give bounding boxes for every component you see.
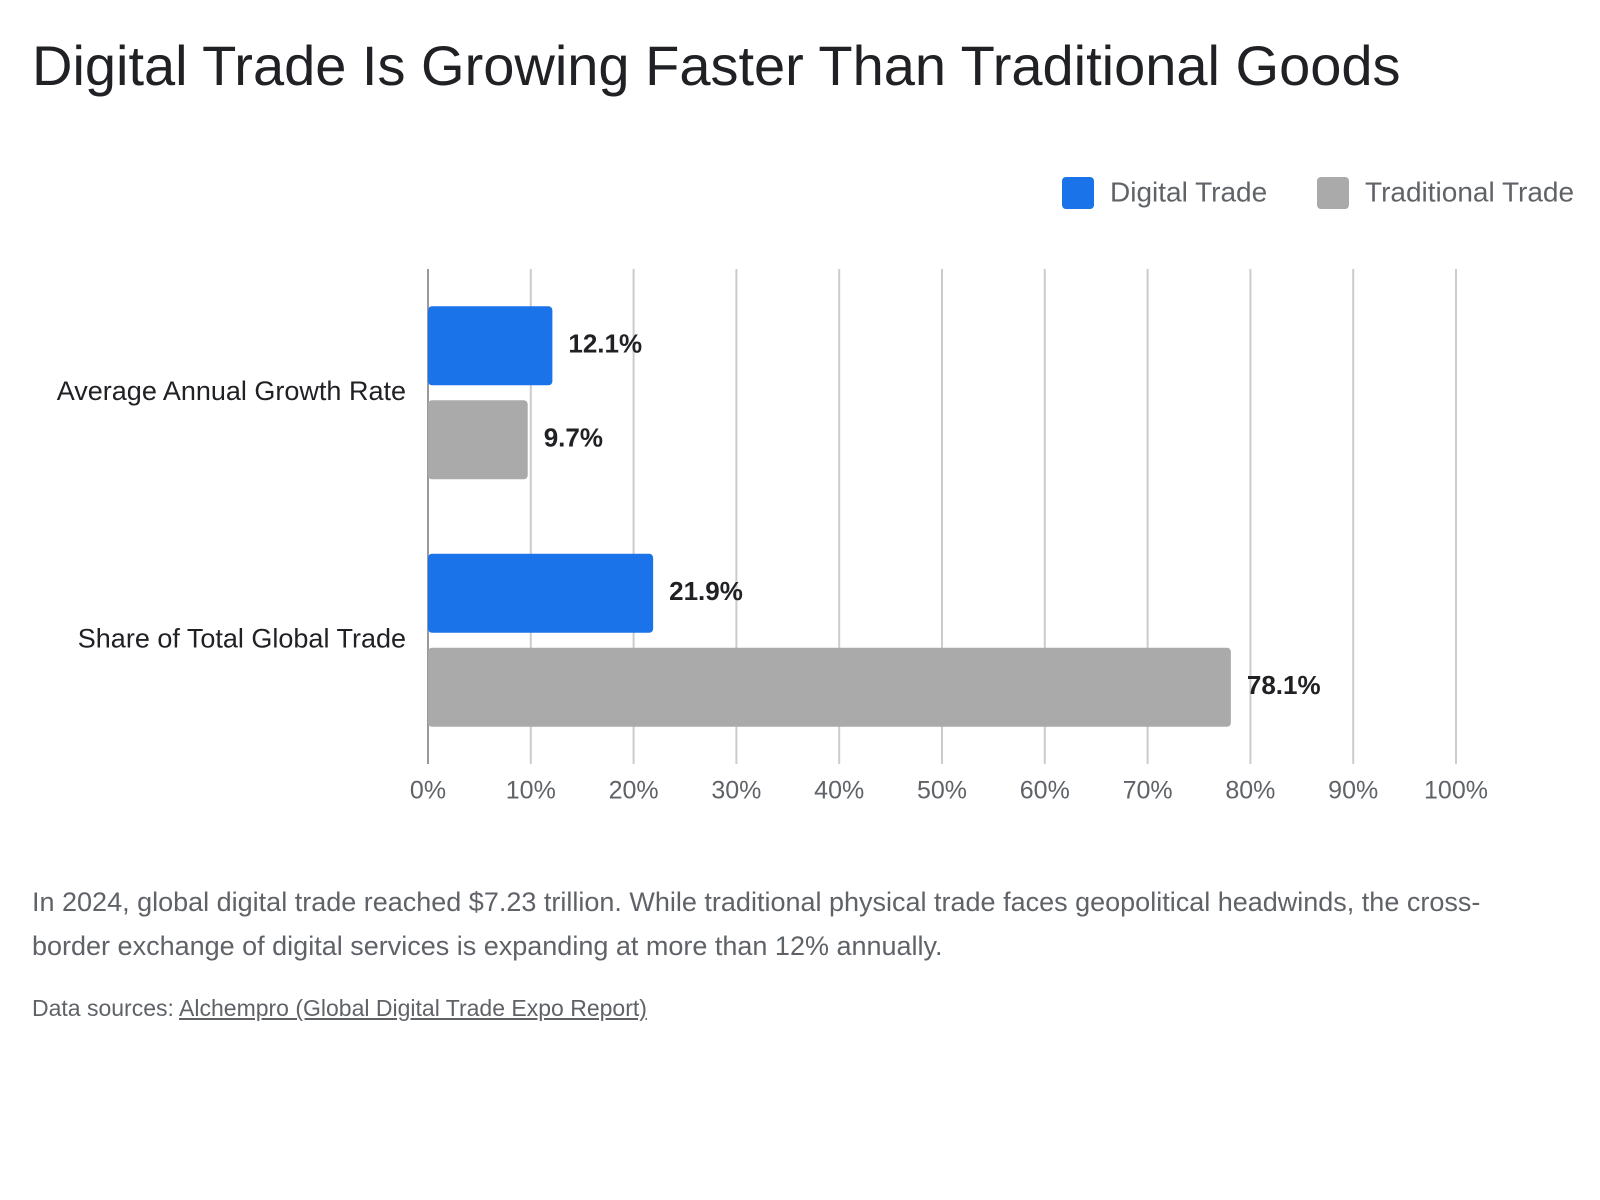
value-label: 78.1% — [1247, 670, 1321, 700]
bar — [428, 647, 1231, 727]
x-tick-label: 90% — [1328, 777, 1378, 805]
x-tick-label: 70% — [1123, 777, 1173, 805]
description: In 2024, global digital trade reached $7… — [32, 887, 1481, 961]
bar — [428, 306, 553, 386]
value-label: 21.9% — [669, 576, 743, 606]
x-tick-label: 50% — [917, 777, 967, 805]
x-tick-label: 100% — [1424, 777, 1488, 805]
value-label: 9.7% — [544, 423, 603, 453]
legend-swatch — [1062, 177, 1094, 209]
chart: Digital Trade Is Growing Faster Than Tra… — [32, 34, 1574, 805]
x-tick-label: 60% — [1020, 777, 1070, 805]
bar — [428, 400, 528, 480]
source-prefix: Data sources: — [32, 995, 174, 1021]
chart-title: Digital Trade Is Growing Faster Than Tra… — [32, 34, 1401, 97]
value-label: 12.1% — [568, 329, 642, 359]
y-tick-label: Average Annual Growth Rate — [57, 376, 406, 406]
x-tick-label: 20% — [609, 777, 659, 805]
legend-swatch — [1317, 177, 1349, 209]
x-tick-label: 0% — [410, 777, 446, 805]
x-tick-label: 40% — [814, 777, 864, 805]
source-link[interactable]: Alchempro (Global Digital Trade Expo Rep… — [179, 995, 647, 1021]
bar — [428, 553, 654, 633]
x-tick-label: 30% — [711, 777, 761, 805]
y-tick-label: Share of Total Global Trade — [78, 623, 406, 653]
x-tick-label: 80% — [1225, 777, 1275, 805]
x-tick-label: 10% — [506, 777, 556, 805]
source: Data sources: Alchempro (Global Digital … — [32, 995, 647, 1022]
legend-label: Traditional Trade — [1365, 176, 1574, 207]
legend-label: Digital Trade — [1110, 176, 1267, 207]
